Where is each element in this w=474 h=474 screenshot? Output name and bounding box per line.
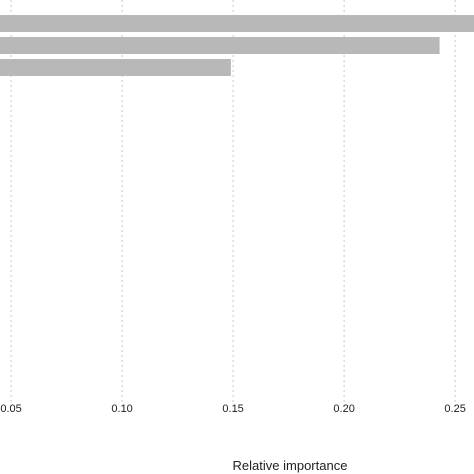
x-axis-title: Relative importance [233,458,348,473]
bar [0,15,474,32]
bar [0,59,231,76]
x-tick-label: 0.25 [444,403,465,415]
x-tick-label: 0.10 [111,403,132,415]
bars [0,15,474,76]
x-tick-label: 0.15 [222,403,243,415]
x-axis-ticks: 0.05 0.10 0.15 0.20 0.25 [0,403,465,415]
bar [0,37,440,54]
x-tick-label: 0.05 [0,403,21,415]
gridlines [10,0,456,412]
x-tick-label: 0.20 [333,403,354,415]
